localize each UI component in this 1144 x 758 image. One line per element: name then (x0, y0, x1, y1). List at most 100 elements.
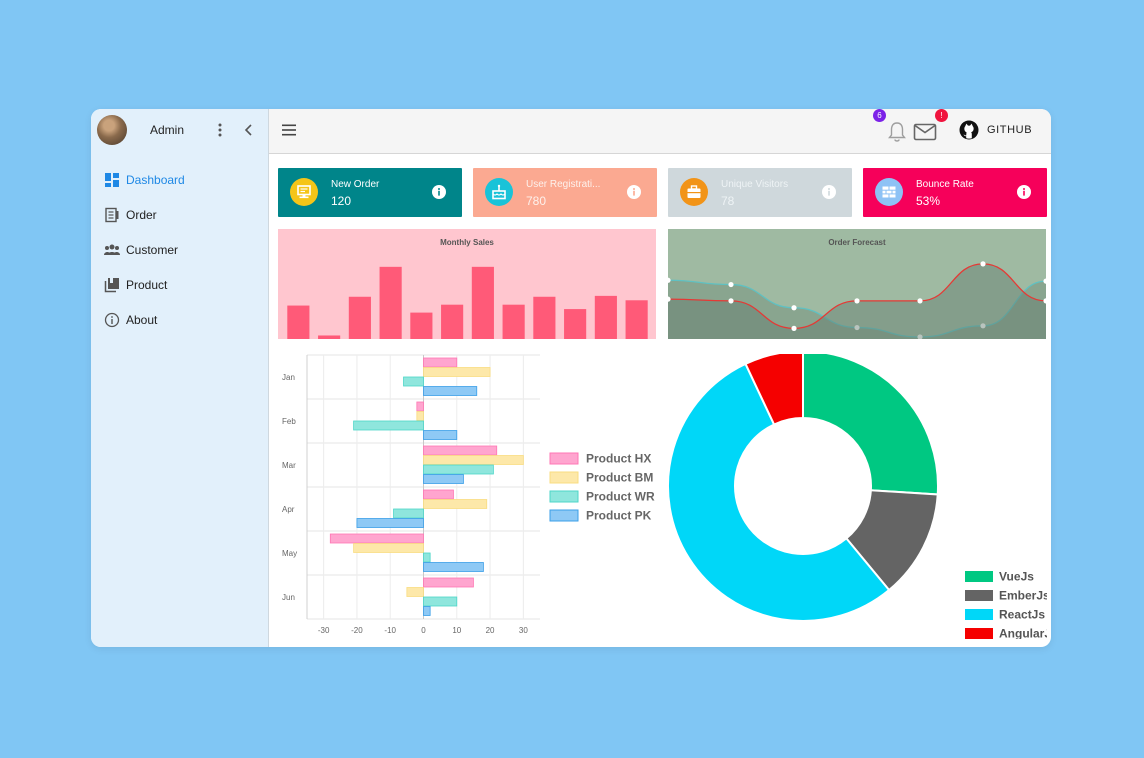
avatar[interactable] (97, 115, 127, 145)
order-forecast-chart: Order Forecast (668, 229, 1046, 339)
card-title: Bounce Rate (916, 179, 974, 190)
sales-bar (533, 296, 556, 339)
sales-bar (379, 266, 402, 339)
notification-badge: 6 (873, 109, 886, 122)
legend-label: ReactJs (999, 608, 1045, 622)
sales-bar (502, 304, 525, 339)
card-new-order[interactable]: New Order 120 (278, 168, 462, 217)
github-link[interactable]: GITHUB (987, 124, 1033, 136)
sales-bar (348, 296, 371, 339)
info-icon[interactable] (1017, 185, 1031, 199)
x-tick-label: 10 (452, 626, 461, 635)
hbar (423, 577, 474, 588)
forecast-point (1043, 278, 1046, 284)
hbar (353, 543, 424, 553)
hbar (353, 420, 424, 431)
chevron-left-icon[interactable] (241, 122, 257, 138)
legend-swatch (549, 509, 579, 522)
forecast-point (854, 298, 860, 304)
hbar (423, 386, 478, 396)
cake-icon (492, 184, 506, 200)
more-vert-icon[interactable] (212, 122, 228, 138)
legend-swatch (965, 628, 993, 639)
product-icon (104, 278, 119, 293)
sales-bar (564, 309, 587, 339)
hbar (416, 411, 424, 421)
sales-bar (287, 305, 310, 339)
forecast-point (668, 277, 671, 283)
card-unique-visitors[interactable]: Unique Visitors 78 (668, 168, 852, 217)
sidebar-item-label: About (126, 313, 158, 327)
sidebar-nav: Dashboard Order Customer (91, 164, 268, 339)
sidebar-item-product[interactable]: Product (91, 269, 268, 304)
card-icon-bg (485, 178, 513, 206)
order-forecast-svg: Order Forecast (668, 229, 1046, 339)
forecast-point (917, 334, 923, 339)
hbar (356, 518, 424, 528)
hbar (423, 499, 488, 509)
hbar (329, 533, 424, 544)
forecast-point (917, 298, 923, 304)
sales-bar (318, 335, 341, 339)
card-bounce-rate[interactable]: Bounce Rate 53% (863, 168, 1047, 217)
card-value: 53% (916, 194, 941, 208)
hbar (423, 430, 458, 440)
legend-swatch (965, 590, 993, 601)
product-bar-chart: -30 -20 -10 0 10 20 30 Jan Feb Mar Apr May Jun Produc… (278, 349, 658, 643)
card-title: Unique Visitors (721, 179, 789, 190)
info-icon (104, 312, 120, 328)
sidebar-item-label: Order (126, 208, 157, 222)
mail-icon[interactable] (913, 123, 937, 141)
computer-icon (297, 185, 311, 199)
sidebar-item-customer[interactable]: Customer (91, 234, 268, 269)
monthly-sales-chart: Monthly Sales (278, 229, 656, 339)
x-tick-label: 20 (486, 626, 495, 635)
sales-bar (410, 312, 433, 339)
sidebar-item-dashboard[interactable]: Dashboard (91, 164, 268, 199)
sales-bar (594, 295, 617, 339)
hbar (423, 445, 498, 456)
y-tick-label: Jan (282, 373, 295, 382)
app-window: Admin Dashboard (91, 109, 1051, 647)
info-icon[interactable] (432, 185, 446, 199)
product-bar-svg: -30 -20 -10 0 10 20 30 Jan Feb Mar Apr May Jun Produc… (282, 354, 655, 635)
brick-wall-icon (882, 186, 896, 198)
sidebar-header: Admin (91, 109, 268, 153)
sidebar: Admin Dashboard (91, 109, 269, 647)
bell-icon[interactable] (887, 121, 907, 143)
legend-label: Product WR (586, 490, 655, 504)
y-tick-label: May (282, 549, 297, 558)
menu-icon[interactable] (281, 123, 297, 137)
legend-swatch (965, 609, 993, 620)
sidebar-item-about[interactable]: About (91, 304, 268, 339)
forecast-point (668, 296, 671, 302)
card-user-registrations[interactable]: User Registrati... 780 (473, 168, 657, 217)
legend-label: Product HX (586, 452, 651, 466)
hbar (406, 587, 424, 597)
forecast-point (728, 298, 734, 304)
y-tick-label: Mar (282, 461, 296, 470)
legend-label: Product PK (586, 509, 652, 523)
hbar (423, 367, 491, 377)
sales-bar (625, 300, 648, 339)
mail-badge: ! (935, 109, 948, 122)
dashboard-icon (105, 173, 119, 187)
sidebar-item-label: Dashboard (126, 173, 185, 187)
forecast-point (980, 323, 986, 329)
x-tick-label: 0 (421, 626, 426, 635)
briefcase-icon (687, 185, 701, 198)
info-icon[interactable] (627, 185, 641, 199)
legend-swatch (965, 571, 993, 582)
x-tick-label: -10 (384, 626, 396, 635)
legend-swatch (549, 490, 579, 503)
doughnut-slice (802, 354, 939, 496)
y-tick-label: Jun (282, 593, 295, 602)
sidebar-item-order[interactable]: Order (91, 199, 268, 234)
hbar (423, 596, 458, 607)
forecast-area (668, 280, 1046, 339)
github-icon[interactable] (959, 120, 979, 140)
sidebar-item-label: Customer (126, 243, 179, 257)
info-icon[interactable] (822, 185, 836, 199)
customer-icon (104, 244, 120, 255)
card-icon-bg (875, 178, 903, 206)
